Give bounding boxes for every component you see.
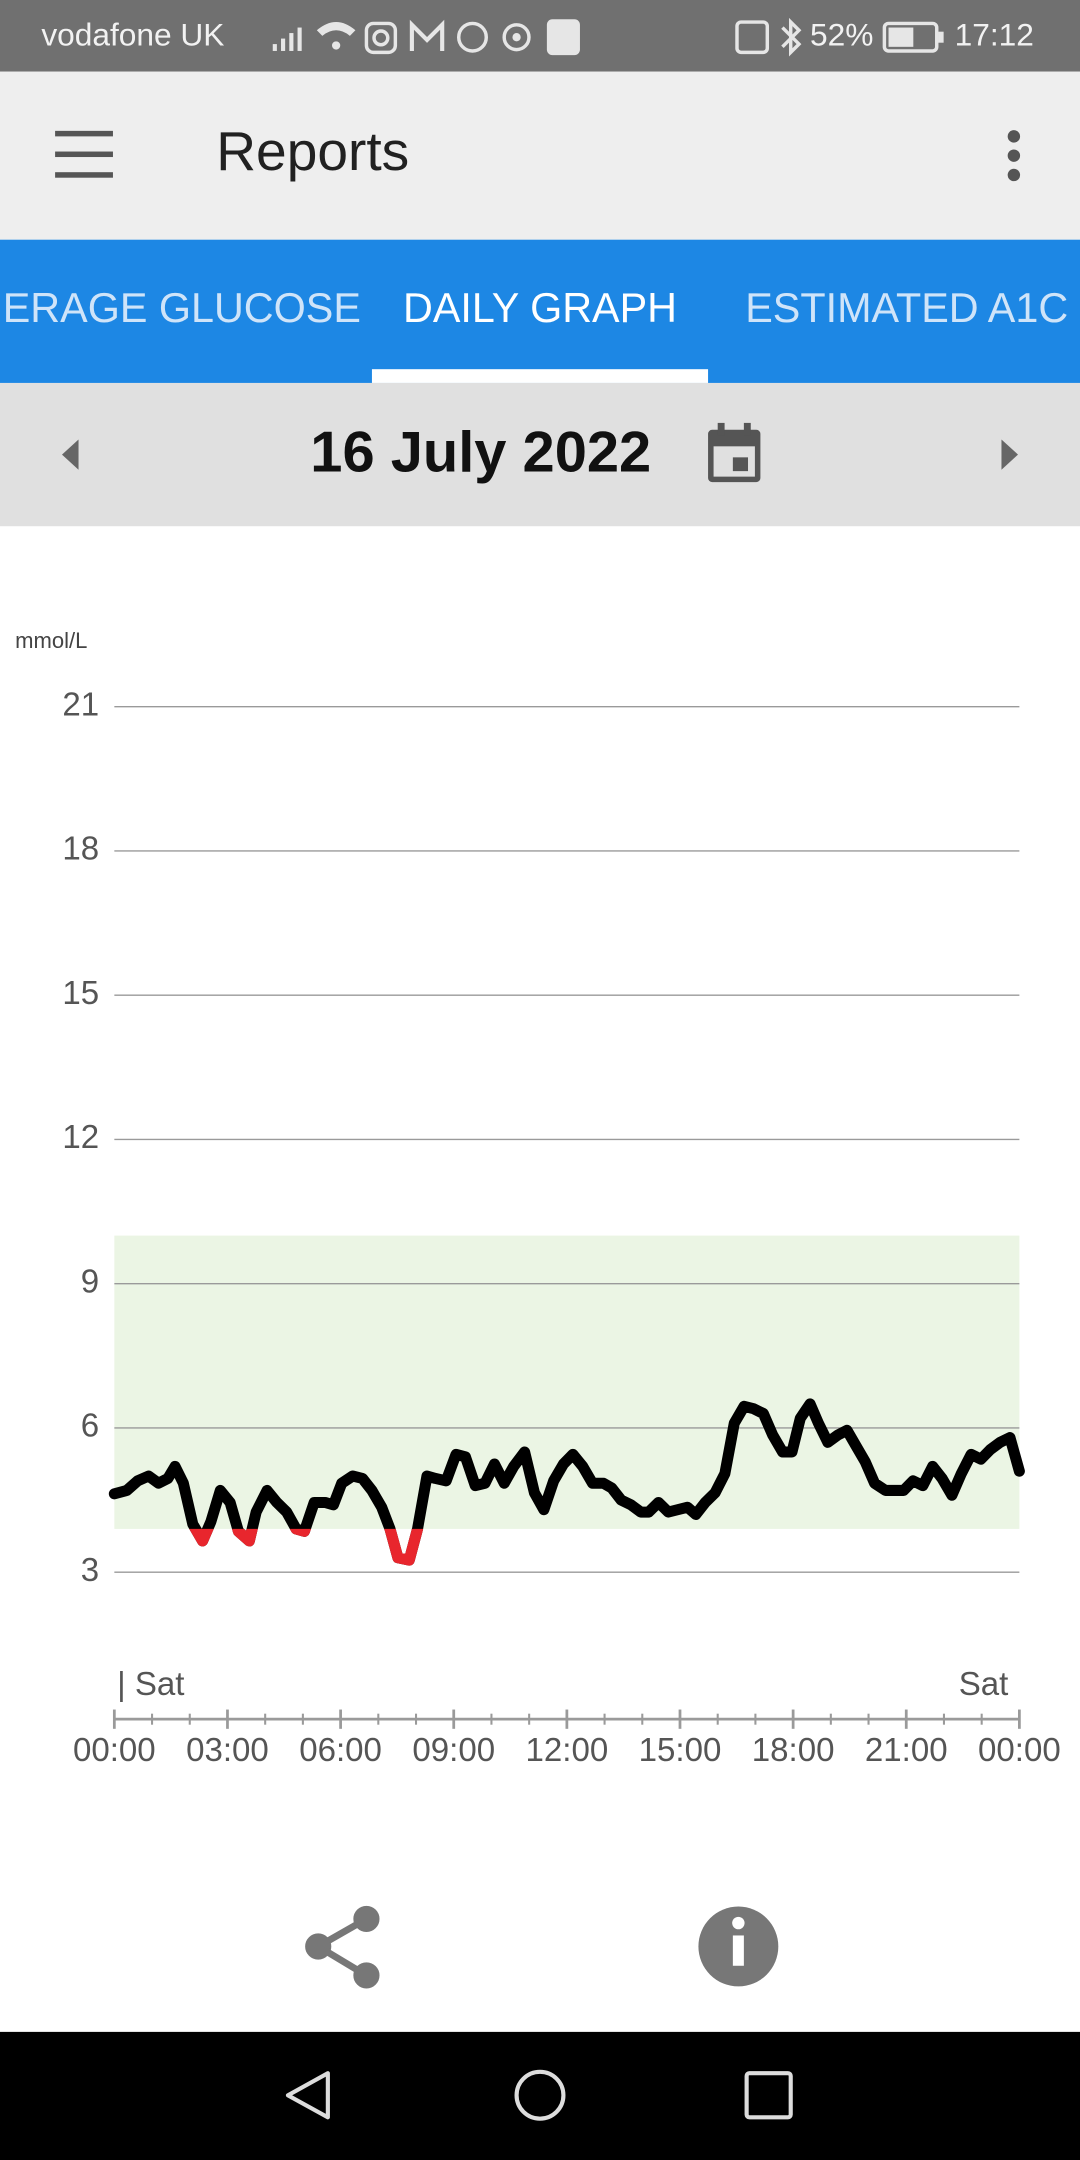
tab[interactable]: ERAGE GLUCOSE	[3, 285, 361, 331]
y-tick-label: 18	[62, 831, 99, 868]
x-tick-label: 09:00	[412, 1732, 495, 1769]
date-label: 16 July 2022	[310, 420, 651, 484]
x-tick-label: 15:00	[639, 1732, 722, 1769]
y-tick-label: 6	[81, 1408, 99, 1445]
x-tick-label: 12:00	[526, 1732, 609, 1769]
day-label: Sat	[959, 1666, 1009, 1703]
home-button[interactable]	[514, 2069, 566, 2121]
calendar-button[interactable]	[708, 422, 761, 483]
navigation-bar	[0, 2031, 1080, 2160]
y-tick-label: 3	[81, 1552, 99, 1589]
tab-bar	[0, 239, 1080, 383]
carrier: vodafone UK	[41, 17, 224, 53]
previous-day-button[interactable]	[61, 439, 79, 470]
y-tick-label: 15	[62, 975, 99, 1012]
tab[interactable]: ESTIMATED A1C	[745, 285, 1068, 331]
x-tick-label: 06:00	[299, 1732, 382, 1769]
x-tick-label: 21:00	[865, 1732, 948, 1769]
back-button[interactable]	[285, 2071, 330, 2120]
y-tick-label: 12	[62, 1119, 99, 1156]
status-icons	[272, 17, 944, 57]
battery-level: 52%	[810, 17, 873, 53]
x-tick-label: 03:00	[186, 1732, 269, 1769]
recents-button[interactable]	[744, 2071, 793, 2120]
day-label: | Sat	[117, 1666, 184, 1703]
app-title: Reports	[216, 120, 409, 182]
y-tick-label: 9	[81, 1263, 99, 1300]
menu-button[interactable]	[55, 130, 113, 178]
app-bar	[0, 71, 1080, 240]
tab-indicator	[371, 369, 709, 383]
glucose-line	[108, 1398, 1025, 1566]
chart: 3 6 9 12 15 18 21 00:00 03:00 06:00 09:00 12:00 15:0…	[62, 686, 1060, 1769]
x-tick-label: 00:00	[978, 1732, 1061, 1769]
y-tick-label: 21	[62, 686, 99, 723]
x-tick-label: 18:00	[752, 1732, 835, 1769]
x-tick-label: 00:00	[73, 1732, 156, 1769]
more-button[interactable]	[1007, 130, 1021, 182]
y-axis-label: mmol/L	[15, 628, 87, 653]
share-button[interactable]	[305, 1905, 380, 1989]
next-day-button[interactable]	[1001, 439, 1019, 470]
info-button[interactable]	[698, 1906, 779, 1987]
clock: 17:12	[955, 17, 1034, 53]
tab-selected[interactable]: DAILY GRAPH	[403, 285, 677, 331]
date-bar	[0, 382, 1080, 527]
